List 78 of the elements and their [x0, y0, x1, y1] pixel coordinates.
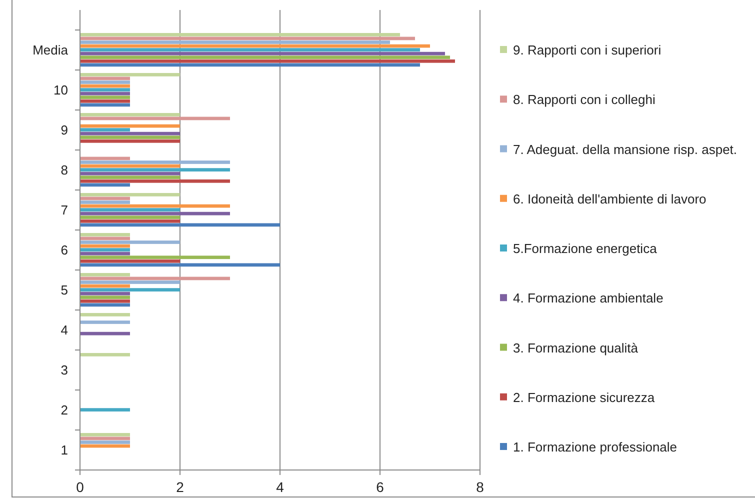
- legend-label: 6. Idoneità dell'ambiente di lavoro: [513, 191, 706, 206]
- legend-label: 4. Formazione ambientale: [513, 290, 664, 306]
- x-tick-label: 8: [476, 479, 484, 495]
- bar: [80, 280, 180, 284]
- bar: [80, 176, 180, 180]
- bar: [80, 40, 390, 44]
- x-tick-label: 2: [176, 479, 184, 495]
- legend-label: 3. Formazione qualità: [513, 340, 639, 356]
- bar: [80, 99, 130, 103]
- legend-label: 9. Rapporti con i superiori: [513, 42, 662, 58]
- bar: [80, 128, 130, 132]
- bar: [80, 433, 130, 436]
- bar: [80, 248, 130, 252]
- bar: [80, 259, 180, 263]
- bar: [80, 193, 180, 196]
- bar: [80, 408, 130, 412]
- bar: [80, 219, 180, 223]
- y-tick-label: 10: [54, 82, 68, 98]
- bar: [80, 313, 130, 316]
- bar: [80, 332, 130, 336]
- bar: [80, 263, 280, 267]
- bar: [80, 88, 130, 92]
- bar: [80, 80, 130, 84]
- bar: [80, 172, 180, 176]
- legend-label: 8. Rapporti con i colleghi: [513, 92, 656, 108]
- bar: [80, 240, 180, 244]
- bar: [80, 303, 130, 307]
- bar: [80, 56, 450, 60]
- bar: [80, 216, 180, 220]
- bar: [80, 73, 180, 76]
- bar: [80, 288, 180, 292]
- bar: [80, 233, 130, 236]
- bar: [80, 168, 230, 172]
- bar: [80, 103, 130, 107]
- bar: [80, 96, 130, 100]
- x-tick-label: 4: [276, 479, 284, 495]
- bar: [80, 299, 130, 303]
- y-tick-label: 1: [60, 442, 68, 458]
- legend-label: 7. Adeguat. della mansione risp. aspet.: [513, 142, 738, 157]
- y-tick-label: 6: [60, 242, 68, 258]
- bar: [80, 212, 230, 216]
- bar: [80, 292, 130, 296]
- bar: [80, 208, 180, 212]
- bar: [80, 63, 420, 67]
- y-tick-label: 9: [60, 122, 68, 138]
- x-tick-label: 6: [376, 479, 384, 495]
- bar: [80, 200, 130, 204]
- bar: [80, 59, 455, 63]
- legend-label: 1. Formazione professionale: [513, 440, 678, 455]
- y-tick-label: 2: [60, 402, 68, 418]
- y-tick-label: 8: [60, 162, 68, 178]
- y-tick-label: Media: [32, 42, 69, 58]
- bar: [80, 273, 130, 276]
- bar: [80, 92, 130, 96]
- bar: [80, 48, 420, 52]
- legend-label: 5.Formazione energetica: [513, 241, 658, 256]
- x-tick-label: 0: [76, 479, 84, 495]
- bar: [80, 113, 180, 116]
- bar: [80, 320, 130, 324]
- bar: [80, 252, 130, 256]
- bar: [80, 160, 230, 164]
- bar: [80, 52, 445, 56]
- bar: [80, 223, 280, 227]
- y-tick-label: 7: [60, 202, 68, 218]
- bar: [80, 256, 230, 260]
- bar: [80, 179, 230, 183]
- bar: [80, 132, 180, 136]
- y-tick-label: 4: [60, 322, 68, 338]
- y-tick-label: 3: [60, 362, 68, 378]
- legend-label: 2. Formazione sicurezza: [513, 390, 656, 405]
- bar: [80, 296, 130, 300]
- y-tick-label: 5: [60, 282, 68, 298]
- bar: [80, 136, 180, 140]
- bar: [80, 139, 180, 143]
- bar: [80, 183, 130, 187]
- bar: [80, 353, 130, 356]
- bar: [80, 33, 400, 36]
- bar: [80, 440, 130, 444]
